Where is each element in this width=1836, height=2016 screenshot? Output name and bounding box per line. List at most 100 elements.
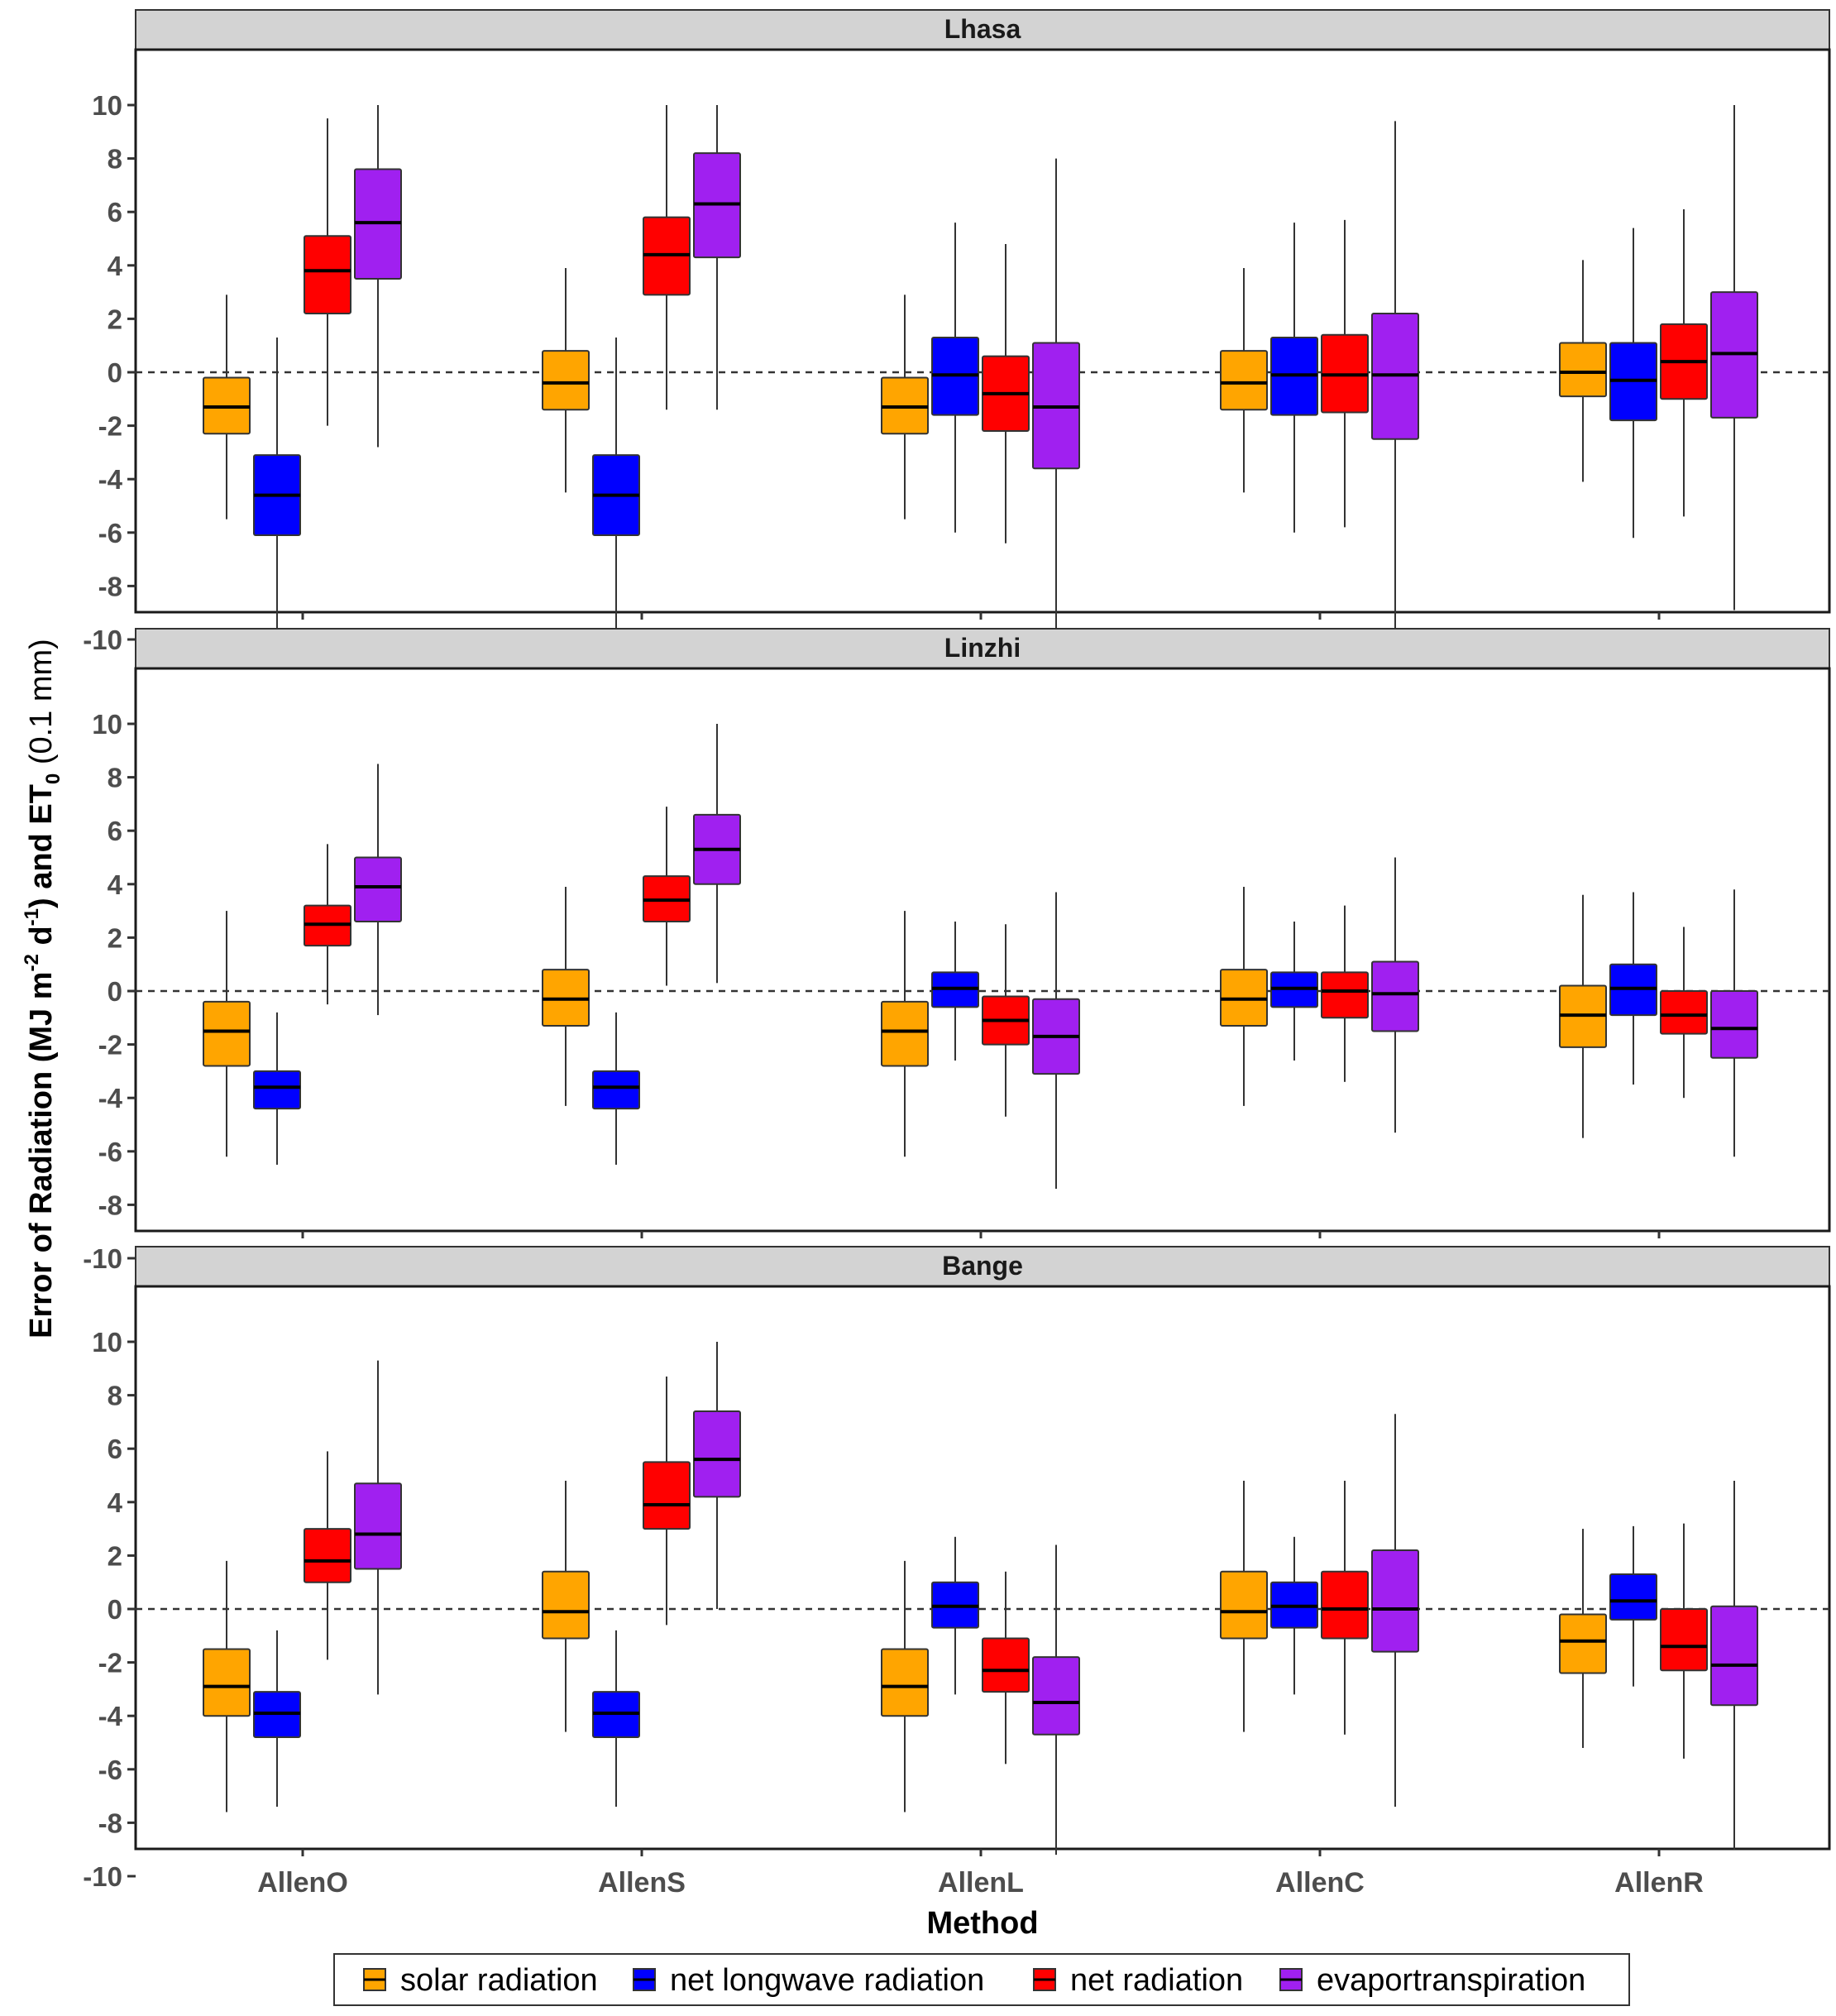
y-tick-label: 10 (92, 1327, 122, 1358)
box-body (1371, 1549, 1419, 1653)
box-allenc-4 (1371, 1414, 1419, 1808)
panel-strip (135, 1246, 1830, 1287)
y-label-mid1: d (24, 926, 59, 954)
box-allenc-1 (1220, 887, 1268, 1106)
box-body (1220, 350, 1268, 411)
box-alleno-3 (304, 1451, 351, 1660)
box-body (1321, 971, 1369, 1019)
box-body (1710, 990, 1758, 1059)
y-tick-label: -2 (98, 411, 122, 442)
legend-box (333, 1953, 1630, 2006)
box-body (1660, 990, 1708, 1035)
box-allenl-1 (881, 1560, 929, 1812)
y-tick-label: -2 (98, 1648, 122, 1678)
box-body (203, 1648, 251, 1717)
box-alleno-1 (203, 911, 251, 1157)
box-allens-1 (542, 268, 590, 493)
box-body (354, 1482, 402, 1570)
box-allenl-4 (1032, 892, 1080, 1190)
box-allenl-4 (1032, 1544, 1080, 1856)
y-tick-label: -4 (98, 1083, 123, 1113)
box-allens-2 (592, 338, 640, 639)
x-tick-label: AllenS (598, 1867, 686, 1899)
box-body (354, 856, 402, 923)
box-allenr-3 (1660, 927, 1708, 1099)
box-allens-3 (643, 105, 691, 410)
y-tick-label: -4 (98, 1701, 123, 1731)
box-alleno-2 (253, 338, 301, 639)
panel-strip (135, 9, 1830, 50)
box-body (1032, 1656, 1080, 1736)
box-alleno-4 (354, 105, 402, 448)
box-body (1559, 342, 1607, 398)
y-tick-label: 4 (108, 869, 123, 900)
box-allenr-1 (1559, 894, 1607, 1138)
box-allenr-4 (1710, 1480, 1758, 1850)
box-allenl-2 (931, 1536, 979, 1695)
box-allenl-2 (931, 223, 979, 533)
box-body (1220, 1570, 1268, 1640)
box-allens-4 (693, 105, 741, 410)
y-tick-label: -2 (98, 1030, 122, 1061)
legend-label: net radiation (1070, 1963, 1243, 1998)
y-tick-label: 8 (108, 763, 122, 793)
box-allenl-3 (982, 924, 1030, 1117)
box-allens-2 (592, 1630, 640, 1808)
legend-label: evaportranspiration (1317, 1963, 1585, 1998)
plot-area (134, 48, 1831, 614)
y-axis-label: Error of Radiation (MJ m-2 d-1) and ET0 … (21, 639, 65, 1338)
box-allenc-2 (1270, 922, 1318, 1061)
x-tick-label: AllenC (1275, 1867, 1365, 1899)
box-allenc-2 (1270, 1536, 1318, 1695)
y-tick-label: -10 (83, 1861, 122, 1892)
box-allens-4 (693, 1342, 741, 1609)
box-allenc-1 (1220, 1480, 1268, 1732)
box-body (693, 1410, 741, 1498)
y-tick-label: 2 (108, 1540, 122, 1571)
y-tick-label: -8 (98, 1808, 122, 1838)
legend-label: solar radiation (400, 1963, 598, 1998)
panel-strip (135, 628, 1830, 669)
box-allens-2 (592, 1012, 640, 1165)
y-label-suffix: (0.1 mm) (24, 639, 59, 773)
box-alleno-4 (354, 764, 402, 1016)
y-label-prefix: Error of Radiation (MJ m (24, 971, 59, 1338)
box-body (1371, 960, 1419, 1032)
box-allenl-3 (982, 1571, 1030, 1765)
box-allenc-3 (1321, 219, 1369, 528)
box-body (1710, 1605, 1758, 1707)
box-allenc-1 (1220, 268, 1268, 493)
box-body (1559, 1613, 1607, 1674)
box-body (542, 1570, 590, 1640)
panel-linzhi: Linzhi 10 8 6 4 2 0 -2 -4 -6 -8 -10 (83, 628, 1831, 1274)
box-allenr-2 (1609, 227, 1657, 539)
y-label-sub: 0 (42, 773, 65, 784)
box-body (881, 1648, 929, 1717)
legend: solar radiation net longwave radiation net… (333, 1953, 1630, 2006)
y-tick-label: -6 (98, 518, 122, 548)
box-allenr-4 (1710, 889, 1758, 1157)
panel-title: Bange (942, 1251, 1023, 1281)
y-tick-label: 10 (92, 90, 122, 121)
box-allens-3 (643, 807, 691, 986)
panel-bange: Bange 10 8 6 4 2 0 -2 -4 -6 -8 -10 (83, 1246, 1831, 1892)
box-allenl-4 (1032, 158, 1080, 639)
box-allenl-3 (982, 243, 1030, 544)
box-body (1321, 1570, 1369, 1640)
panels-group: Lhasa 10 8 6 4 2 0 -2 -4 -6 -8 -10 Linzhi 10 8 6 4 2 0 -2 -4… (83, 9, 1831, 1892)
panel-title: Lhasa (944, 14, 1021, 44)
box-allenc-2 (1270, 223, 1318, 533)
y-tick-label: 4 (108, 251, 123, 281)
box-allenc-4 (1371, 857, 1419, 1133)
box-body (592, 1070, 640, 1110)
y-tick-label: 2 (108, 304, 122, 334)
box-body (1660, 1608, 1708, 1672)
box-allens-1 (542, 887, 590, 1106)
box-alleno-3 (304, 844, 351, 1005)
y-tick-label: 6 (108, 197, 122, 227)
box-body (253, 1070, 301, 1110)
box-body (542, 350, 590, 411)
panel-title: Linzhi (944, 633, 1021, 663)
box-allenr-2 (1609, 892, 1657, 1085)
box-alleno-2 (253, 1012, 301, 1165)
